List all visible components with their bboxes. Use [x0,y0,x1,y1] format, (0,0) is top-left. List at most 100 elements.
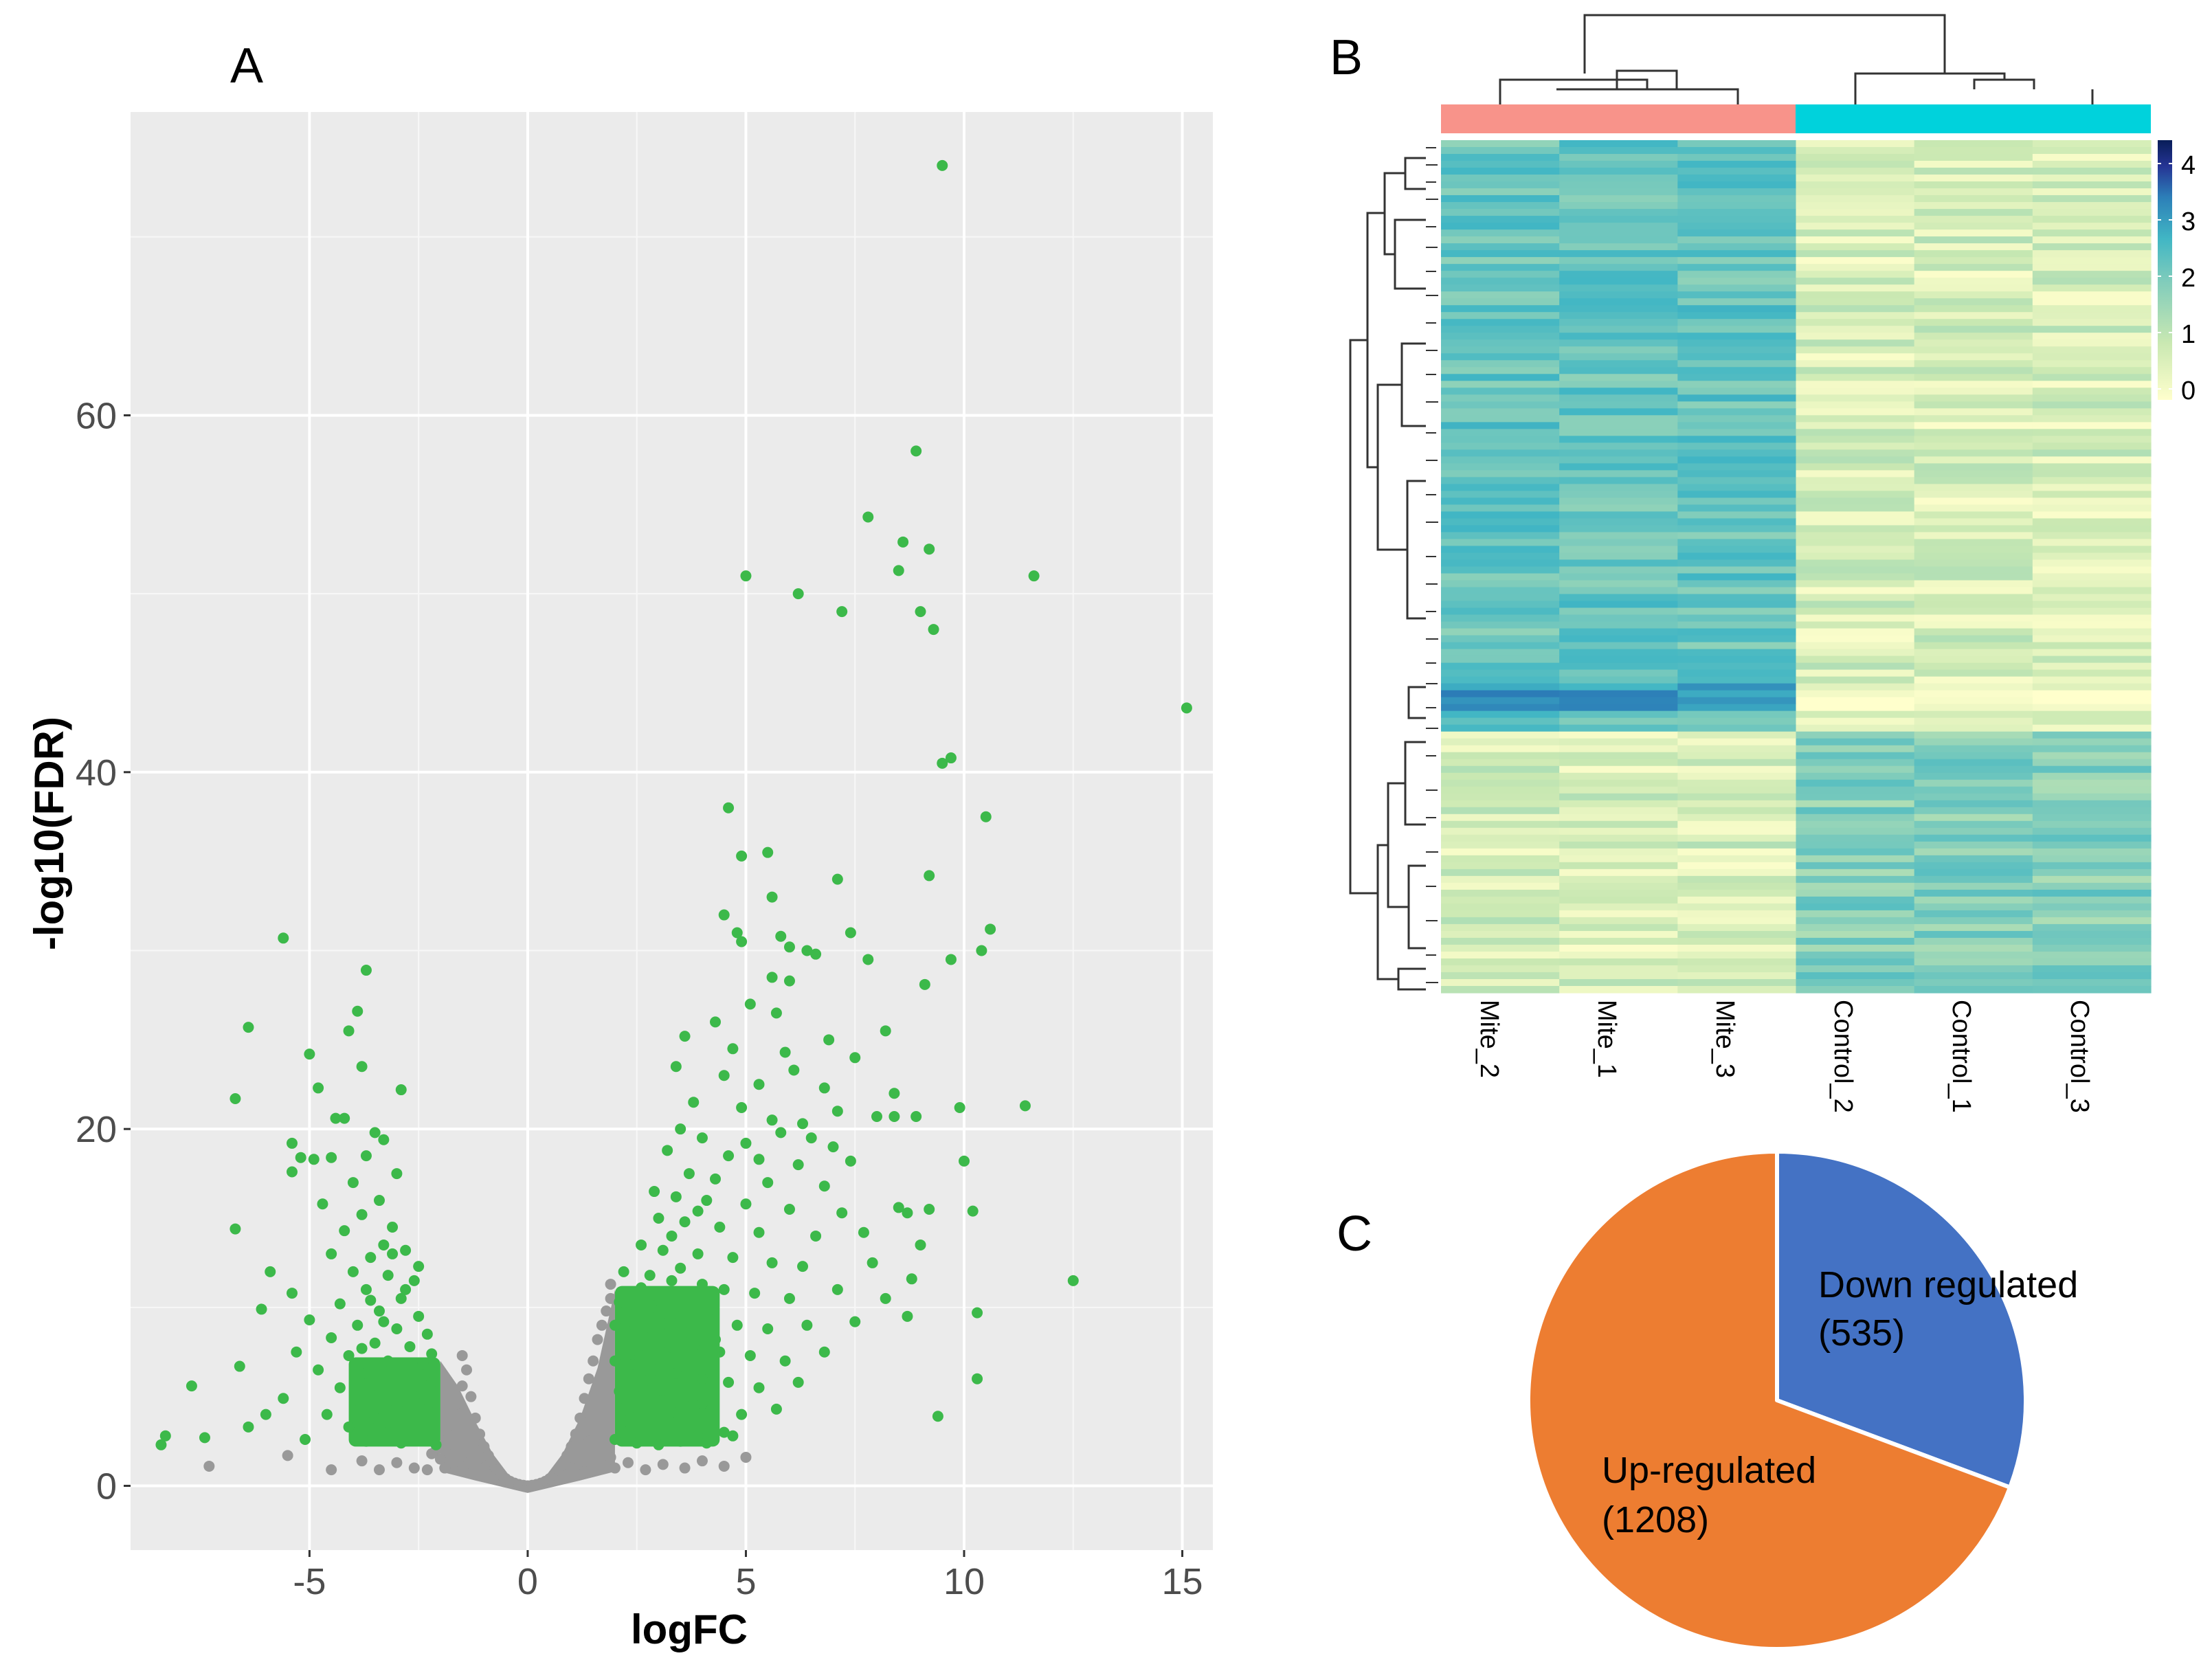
heatmap-cell [1677,944,1797,952]
volcano-point-sig [657,1394,669,1406]
volcano-point-sig [692,1430,704,1442]
heatmap-cell [1441,504,1560,513]
heatmap-cell [1441,868,1560,877]
heatmap-cell [1441,566,1560,574]
heatmap-cell [1441,374,1560,381]
heatmap-cell [2032,745,2152,753]
heatmap-cell [1559,312,1678,319]
heatmap-cell [1559,532,1678,540]
heatmap-cell [2032,731,2152,739]
volcano-point-sig [985,923,996,935]
volcano-point-nonsig [679,1462,691,1474]
volcano-point-sig [849,1052,861,1064]
heatmap-cell [1559,408,1678,416]
volcano-point-nonsig [469,1412,481,1424]
heatmap-cell [2032,511,2152,519]
volcano-point-sig [775,1127,787,1139]
heatmap-cell [1914,765,2033,774]
heatmap-cell [2032,704,2152,712]
heatmap-cell [1914,676,2033,684]
heatmap-cell [1677,566,1797,574]
heatmap-cell [1677,958,1797,966]
heatmap-cell [1914,704,2033,712]
volcano-point-sig [831,873,843,885]
heatmap-cell [1559,511,1678,519]
heatmap-cell [1559,710,1678,719]
heatmap-cell [1914,930,2033,939]
heatmap-cell [1559,140,1678,148]
heatmap-cell [1796,676,1915,684]
volcano-point-sig [762,846,774,858]
heatmap-cell [1796,655,1915,664]
colorbar-tick-label: 3 [2181,208,2196,236]
volcano-point-sig [404,1341,416,1352]
volcano-point-sig [421,1328,433,1340]
heatmap-cell [2032,470,2152,478]
volcano-point-sig [631,1345,643,1356]
heatmap-cell [2032,738,2152,746]
heatmap-cell [1796,875,1915,884]
heatmap-cell [2032,951,2152,959]
heatmap-cell [1559,518,1678,526]
colorbar-tick-label: 0 [2181,377,2196,405]
heatmap-cell [1559,662,1678,671]
heatmap-cell [1677,339,1797,347]
heatmap-cell [1914,188,2033,196]
volcano-point-sig [413,1310,425,1322]
volcano-point-nonsig [434,1453,446,1465]
heatmap-cell [1914,552,2033,561]
heatmap-cell [1914,175,2033,182]
heatmap-cell [1796,889,1915,897]
heatmap-cell [1441,491,1560,499]
pie-count-up: (1208) [1602,1499,1709,1540]
volcano-x-tick-label: 5 [735,1561,756,1602]
volcano-point-sig [308,1154,320,1165]
volcano-point-sig [762,1323,774,1334]
volcano-point-sig [666,1230,678,1242]
heatmap-cell [1441,944,1560,952]
heatmap-cell [1559,594,1678,602]
volcano-point-nonsig [566,1462,577,1474]
volcano-point-nonsig [583,1373,594,1384]
heatmap-cell [1559,161,1678,168]
heatmap-cell [1914,436,2033,443]
heatmap-cell [1914,394,2033,402]
heatmap-cell [2032,161,2152,168]
volcano-point-sig [959,1155,970,1167]
heatmap-cell [1441,951,1560,959]
heatmap-cell [1441,800,1560,808]
volcano-point-sig [631,1437,643,1449]
volcano-point-sig [360,1367,372,1379]
heatmap-cell [1796,642,1915,650]
volcano-point-sig [391,1168,403,1180]
volcano-point-sig [627,1316,638,1327]
heatmap-cell [1559,765,1678,774]
heatmap-cell [1677,649,1797,657]
heatmap-cell [1441,422,1560,429]
volcano-point-nonsig [391,1457,403,1468]
volcano-point-sig [365,1294,377,1306]
volcano-point-sig [696,1279,708,1290]
heatmap-cell [1441,649,1560,657]
volcano-point-sig [356,1061,368,1073]
volcano-x-tick-label: 0 [517,1561,538,1602]
volcano-point-sig [779,1046,791,1058]
volcano-point-sig [278,1393,289,1404]
volcano-point-nonsig [696,1455,708,1467]
volcano-point-nonsig [718,1460,730,1472]
heatmap-cell [1796,827,1915,836]
heatmap-cell [1914,841,2033,849]
heatmap-cell [1677,346,1797,354]
pie-slices [1526,1149,2028,1651]
panel-c-label: C [1337,1207,1372,1261]
heatmap-cell [1914,710,2033,719]
heatmap-cell [1441,408,1560,416]
volcano-point-sig [640,1375,651,1387]
heatmap-cell [2032,875,2152,884]
volcano-point-sig [718,1426,730,1438]
heatmap-cell [1796,594,1915,602]
heatmap-cell [1796,882,1915,890]
volcano-point-sig [801,945,813,956]
volcano-point-sig [395,1292,407,1304]
heatmap-cell [1677,161,1797,168]
